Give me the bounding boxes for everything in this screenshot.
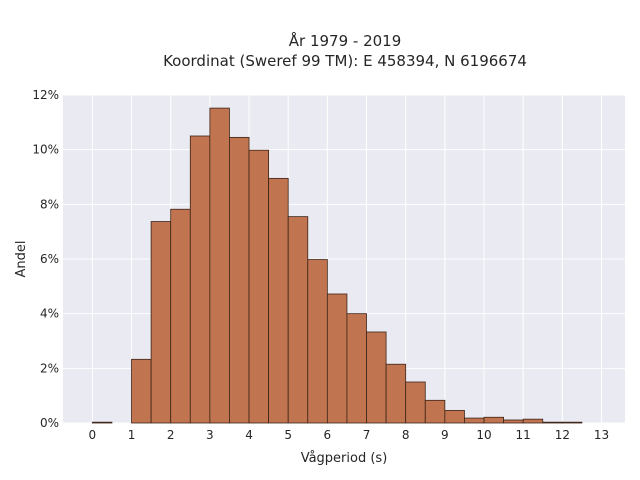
- histogram-bar: [405, 381, 426, 424]
- histogram-bar: [150, 221, 172, 424]
- x-tick-label: 12: [555, 428, 570, 442]
- x-tick-label: 13: [594, 428, 609, 442]
- x-tick-label: 4: [245, 428, 253, 442]
- y-tick-label: 8%: [40, 197, 59, 211]
- histogram-bar: [91, 421, 113, 424]
- x-axis-label: Vågperiod (s): [301, 451, 388, 466]
- x-tick-label: 10: [476, 428, 491, 442]
- histogram-bar: [483, 416, 504, 424]
- histogram-bar: [229, 136, 250, 424]
- bars-group: [91, 107, 583, 424]
- histogram-bar: [542, 421, 563, 424]
- histogram-bar: [444, 410, 465, 424]
- histogram-bar: [424, 399, 446, 424]
- x-tick-label: 11: [516, 428, 531, 442]
- histogram-bar: [346, 313, 367, 424]
- histogram-bar: [268, 177, 289, 424]
- y-tick-labels: 0% 2% 4% 6% 8% 10% 12%: [32, 88, 59, 430]
- chart-title-line-2: Koordinat (Sweref 99 TM): E 458394, N 61…: [163, 52, 527, 70]
- x-tick-label: 5: [284, 428, 292, 442]
- histogram-bar: [366, 331, 387, 424]
- x-tick-label: 2: [167, 428, 175, 442]
- histogram-bar: [522, 418, 544, 424]
- histogram-bar: [248, 149, 270, 424]
- histogram-bar: [307, 259, 328, 424]
- histogram-bar: [189, 135, 211, 424]
- x-tick-label: 7: [363, 428, 371, 442]
- histogram-bar: [209, 107, 230, 424]
- y-tick-label: 0%: [40, 416, 59, 430]
- x-tick-label: 9: [441, 428, 449, 442]
- histogram-bar: [464, 417, 485, 424]
- x-tick-label: 0: [89, 428, 97, 442]
- y-tick-label: 4%: [40, 307, 59, 321]
- histogram-bar: [385, 363, 407, 424]
- chart-title-line-1: År 1979 - 2019: [289, 31, 402, 50]
- histogram-bar: [326, 293, 348, 424]
- histogram-bar: [131, 358, 152, 424]
- y-tick-label: 10%: [32, 143, 59, 157]
- x-tick-label: 8: [402, 428, 410, 442]
- y-tick-label: 6%: [40, 252, 59, 266]
- x-tick-label: 6: [324, 428, 332, 442]
- histogram-bar: [503, 419, 524, 424]
- y-tick-label: 2%: [40, 361, 59, 375]
- x-tick-label: 1: [128, 428, 136, 442]
- y-axis-label: Andel: [14, 241, 29, 278]
- histogram-bar: [170, 208, 191, 424]
- y-tick-label: 12%: [32, 88, 59, 102]
- histogram-bar: [561, 421, 583, 424]
- x-tick-label: 3: [206, 428, 214, 442]
- histogram-bar: [287, 216, 309, 424]
- x-tick-labels: 0 1 2 3 4 5 6 7 8 9 10 11 12 13: [89, 428, 610, 442]
